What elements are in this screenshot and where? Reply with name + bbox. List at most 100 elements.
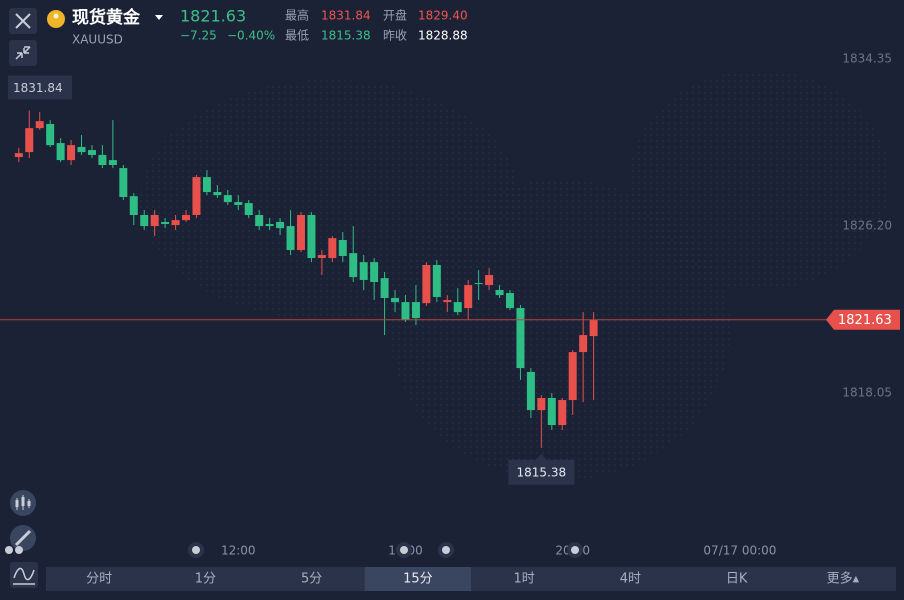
gold-icon [47, 10, 65, 28]
max-marker-label: 1831.84 [13, 81, 63, 95]
gold-icon-part [53, 13, 59, 19]
tab[interactable]: 分时 [86, 572, 112, 587]
candle-body [370, 262, 379, 283]
dot-handle[interactable] [15, 546, 23, 554]
tab[interactable]: 15分 [403, 572, 433, 587]
tab[interactable]: 1时 [513, 572, 534, 587]
candle-body [150, 215, 159, 227]
candle-body [547, 397, 556, 426]
candle-body [411, 302, 420, 319]
candle-body [98, 154, 107, 165]
price: 1821.63 [180, 7, 246, 26]
stat-value: 1828.88 [418, 29, 468, 43]
symbol-name[interactable]: 现货黄金 [72, 7, 141, 28]
stat-value: 1815.38 [321, 29, 371, 43]
candle-body [25, 128, 34, 153]
candle-body [485, 275, 494, 286]
candle-body [589, 319, 598, 337]
candle-body [161, 221, 170, 225]
candle-body [35, 121, 44, 129]
stat-label: 开盘 [383, 8, 407, 23]
tabs: 分时 1分 5分 15分 1时 4时 日K 更多▴ [86, 567, 860, 591]
candle-body [558, 400, 567, 426]
candle-body [234, 202, 243, 205]
stat-label: 最高 [285, 8, 309, 23]
candle-body [317, 254, 326, 259]
candle-body [391, 297, 400, 303]
candle-body [244, 203, 253, 215]
candle-body [516, 308, 525, 369]
candle-body [255, 215, 264, 227]
time-handle[interactable] [567, 542, 583, 558]
map-decoration [630, 70, 890, 290]
dot-handle[interactable] [5, 546, 13, 554]
dropdown-arrow[interactable] [155, 15, 163, 20]
candle-body [119, 168, 128, 197]
candle-body [265, 224, 274, 227]
stat-label: 昨收 [383, 29, 407, 43]
stat-value: 1829.40 [418, 9, 468, 23]
candle-body [506, 293, 515, 309]
candle-body [443, 300, 452, 303]
candle-body [182, 215, 191, 221]
min-marker-label: 1815.38 [517, 465, 567, 479]
candle-body [432, 265, 441, 297]
candle-body [495, 290, 504, 296]
time-handle[interactable] [396, 542, 412, 558]
last-price-tag [826, 309, 900, 330]
tab[interactable]: 日K [726, 572, 748, 587]
candle-body [223, 195, 232, 203]
candle-body [276, 221, 285, 229]
candle-body [338, 240, 347, 256]
collapse-button[interactable] [9, 40, 37, 66]
y-tick-label: 1834.35 [842, 52, 892, 66]
candle-body [401, 302, 410, 321]
candle-body [568, 352, 577, 401]
candle-body [87, 150, 96, 155]
candle-body [192, 177, 201, 215]
candle-body [579, 335, 588, 353]
stat-value: 1831.84 [321, 9, 371, 23]
candle-body [453, 302, 462, 313]
change-pct: −0.40% [227, 29, 275, 43]
y-tick-label: 1818.05 [842, 386, 892, 400]
change: −7.25 [180, 29, 217, 43]
tab[interactable]: 4时 [620, 572, 641, 587]
candle-body [296, 215, 305, 251]
x-tick-label: 12:00 [221, 544, 256, 558]
map-decoration [390, 180, 730, 480]
candle-body [108, 160, 117, 165]
candle-body [349, 253, 358, 278]
tab[interactable]: 更多▴ [827, 571, 860, 587]
candle-body [77, 146, 86, 153]
candle-body [286, 226, 295, 251]
candle-body [526, 371, 535, 411]
close-button[interactable] [9, 8, 37, 34]
plot: 1834.351826.201818.0512:0016:0020:0007/1… [0, 52, 900, 558]
candle-body [359, 262, 368, 280]
candle-body [171, 220, 180, 226]
time-handle[interactable] [438, 542, 454, 558]
tab[interactable]: 5分 [301, 572, 322, 587]
candle-body [213, 192, 222, 196]
symbol-code: XAUUSD [72, 33, 123, 47]
candle-tool[interactable] [10, 490, 36, 516]
candle-body [56, 143, 65, 161]
candle-body [474, 283, 483, 285]
candle-body [202, 177, 211, 193]
candle-body [14, 153, 23, 158]
candle-body [537, 397, 546, 411]
indicator-tool[interactable] [10, 562, 38, 588]
y-tick-label: 1826.20 [842, 219, 892, 233]
candle-body [46, 124, 55, 146]
candle-body [464, 285, 473, 309]
last-price-label: 1821.63 [838, 313, 892, 328]
x-tick-label: 07/17 00:00 [703, 544, 776, 558]
time-handle[interactable] [188, 542, 204, 558]
draw-tool[interactable] [10, 525, 36, 551]
candle-body [328, 238, 337, 259]
min-marker-box [508, 453, 575, 485]
tab[interactable]: 1分 [195, 572, 216, 587]
candle-body [129, 196, 138, 215]
